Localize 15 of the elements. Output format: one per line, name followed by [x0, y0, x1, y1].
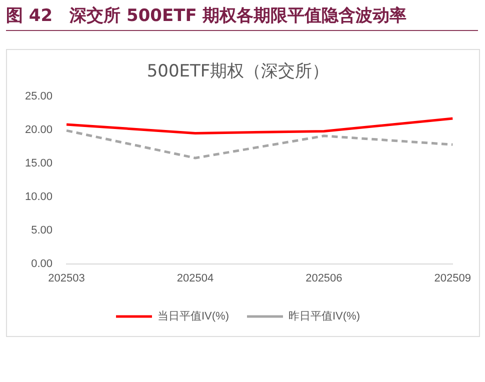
x-tick-label: 202503: [48, 272, 85, 284]
y-tick-label: 20.00: [24, 124, 53, 136]
x-tick-label: 202509: [434, 272, 472, 284]
y-tick-label: 5.00: [31, 224, 53, 236]
chart-subtitle: 500ETF期权（深交所）: [146, 62, 330, 82]
y-tick-label: 0.00: [31, 258, 53, 270]
x-tick-label: 202504: [176, 272, 214, 284]
y-tick-label: 15.00: [24, 157, 53, 170]
y-tick-label: 25.00: [24, 90, 53, 102]
x-tick-label: 202506: [306, 272, 342, 284]
legend-label: 昨日平值IV(%): [288, 310, 360, 323]
legend-label: 当日平值IV(%): [158, 310, 229, 323]
line-series: [65, 129, 454, 160]
y-tick-label: 10.00: [24, 190, 53, 203]
chart-title: 图 42 深交所 500ETF 期权各期限平值隐含波动率: [6, 4, 478, 31]
